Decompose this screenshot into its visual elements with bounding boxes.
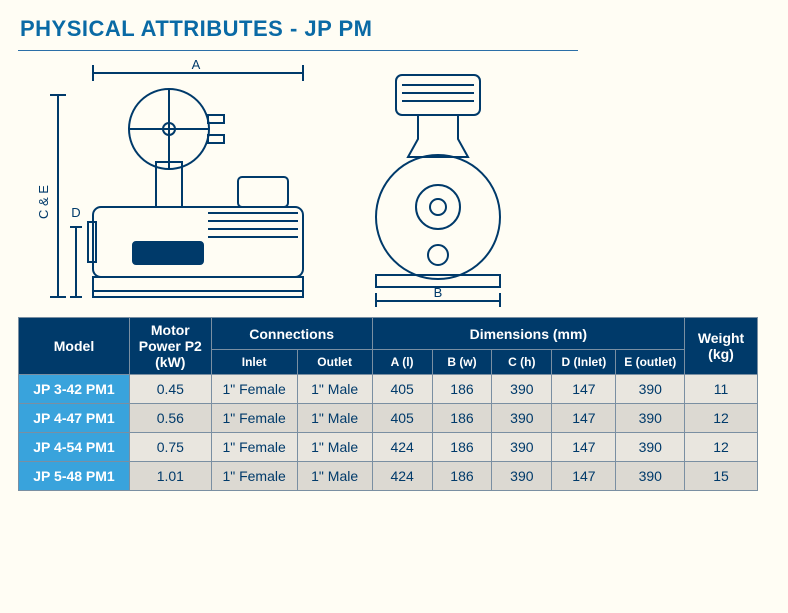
th-dimensions: Dimensions (mm) (372, 318, 684, 350)
cell-model: JP 3-42 PM1 (19, 375, 130, 404)
cell-D: 147 (552, 433, 616, 462)
cell-A: 405 (372, 375, 432, 404)
th-E: E (outlet) (616, 350, 685, 375)
th-C: C (h) (492, 350, 552, 375)
table-row: JP 4-54 PM10.751" Female1" Male424186390… (19, 433, 758, 462)
cell-model: JP 4-54 PM1 (19, 433, 130, 462)
cell-outlet: 1" Male (297, 433, 372, 462)
cell-wt: 11 (685, 375, 758, 404)
cell-wt: 12 (685, 433, 758, 462)
th-outlet: Outlet (297, 350, 372, 375)
th-connections: Connections (211, 318, 372, 350)
diagram-area: A C & E D (38, 57, 770, 307)
cell-inlet: 1" Female (211, 404, 297, 433)
th-weight: Weight (kg) (685, 318, 758, 375)
cell-inlet: 1" Female (211, 375, 297, 404)
cell-C: 390 (492, 404, 552, 433)
table-row: JP 4-47 PM10.561" Female1" Male405186390… (19, 404, 758, 433)
dim-B: B (434, 285, 443, 300)
th-B: B (w) (432, 350, 492, 375)
cell-B: 186 (432, 433, 492, 462)
table-row: JP 3-42 PM10.451" Female1" Male405186390… (19, 375, 758, 404)
cell-model: JP 5-48 PM1 (19, 462, 130, 491)
title-rule (18, 50, 578, 51)
cell-power: 1.01 (130, 462, 212, 491)
table-row: JP 5-48 PM11.011" Female1" Male424186390… (19, 462, 758, 491)
cell-power: 0.45 (130, 375, 212, 404)
cell-E: 390 (616, 375, 685, 404)
cell-outlet: 1" Male (297, 404, 372, 433)
cell-A: 405 (372, 404, 432, 433)
cell-wt: 15 (685, 462, 758, 491)
th-D: D (Inlet) (552, 350, 616, 375)
th-A: A (l) (372, 350, 432, 375)
cell-D: 147 (552, 462, 616, 491)
cell-A: 424 (372, 433, 432, 462)
cell-outlet: 1" Male (297, 462, 372, 491)
dim-CE: C & E (38, 185, 51, 219)
front-view-diagram: B (358, 57, 518, 307)
cell-C: 390 (492, 462, 552, 491)
cell-B: 186 (432, 462, 492, 491)
cell-wt: 12 (685, 404, 758, 433)
cell-A: 424 (372, 462, 432, 491)
cell-D: 147 (552, 375, 616, 404)
cell-outlet: 1" Male (297, 375, 372, 404)
dim-A: A (192, 57, 201, 72)
cell-model: JP 4-47 PM1 (19, 404, 130, 433)
cell-E: 390 (616, 404, 685, 433)
cell-power: 0.56 (130, 404, 212, 433)
cell-inlet: 1" Female (211, 433, 297, 462)
spec-table: Model Motor Power P2 (kW) Connections Di… (18, 317, 758, 491)
cell-power: 0.75 (130, 433, 212, 462)
cell-inlet: 1" Female (211, 462, 297, 491)
cell-C: 390 (492, 433, 552, 462)
page-title: PHYSICAL ATTRIBUTES - JP PM (20, 16, 770, 42)
cell-B: 186 (432, 375, 492, 404)
spec-tbody: JP 3-42 PM10.451" Female1" Male405186390… (19, 375, 758, 491)
cell-D: 147 (552, 404, 616, 433)
side-view-diagram: A C & E D (38, 57, 318, 307)
th-inlet: Inlet (211, 350, 297, 375)
dim-D: D (71, 205, 80, 220)
cell-E: 390 (616, 462, 685, 491)
cell-E: 390 (616, 433, 685, 462)
cell-B: 186 (432, 404, 492, 433)
th-model: Model (19, 318, 130, 375)
cell-C: 390 (492, 375, 552, 404)
th-motor: Motor Power P2 (kW) (130, 318, 212, 375)
